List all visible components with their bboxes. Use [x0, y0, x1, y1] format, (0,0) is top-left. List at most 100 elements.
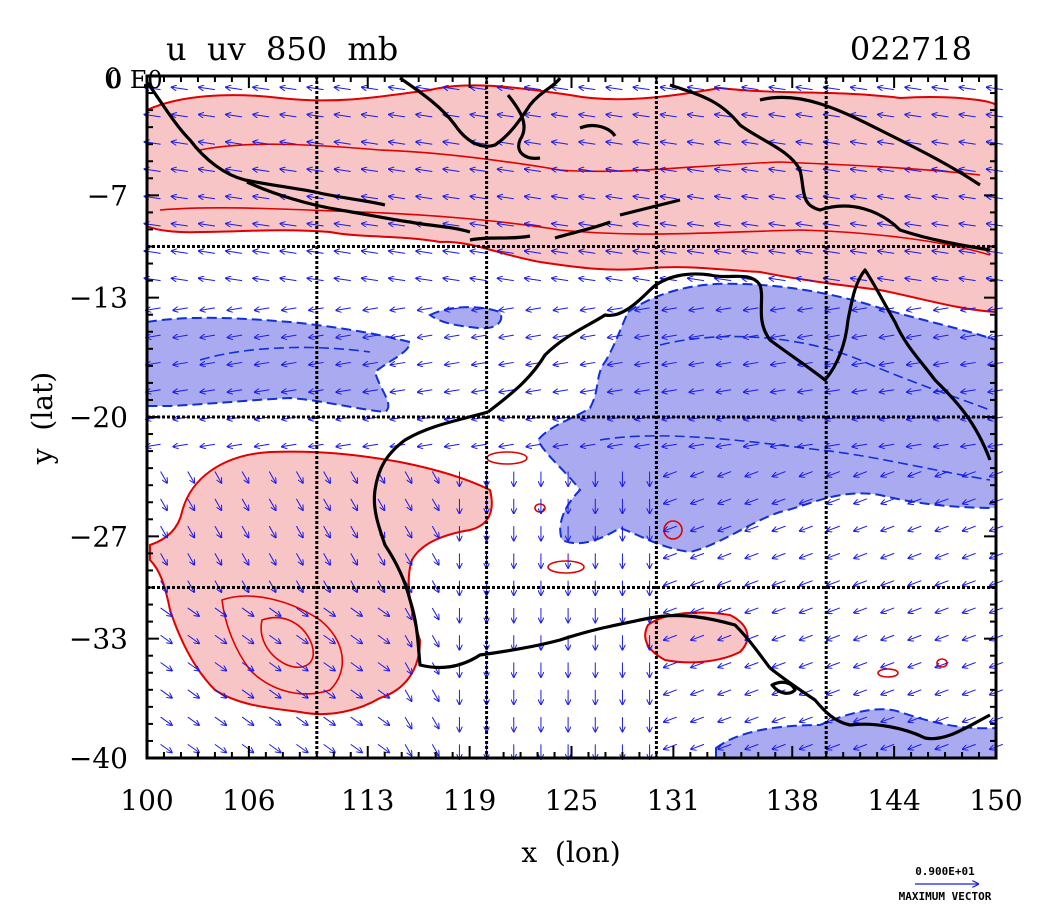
wind-vector	[745, 525, 759, 531]
wind-vector	[742, 251, 759, 253]
wind-vector	[688, 196, 705, 198]
wind-vector	[963, 662, 976, 668]
wind-vector	[744, 417, 759, 419]
wind-vector	[880, 417, 895, 419]
wind-vector	[187, 634, 199, 643]
wind-vector	[160, 743, 172, 752]
wind-vector	[146, 390, 161, 392]
wind-vector	[742, 87, 759, 89]
wind-vector	[718, 689, 732, 695]
wind-vector	[389, 251, 406, 253]
wind-vector	[797, 224, 813, 226]
wind-vector	[201, 390, 216, 392]
wind-vector	[268, 607, 280, 616]
wind-vector	[664, 471, 677, 477]
wind-vector	[773, 743, 786, 749]
wind-vector	[744, 444, 759, 446]
positive-small-blob-3	[547, 560, 585, 574]
wind-vector	[498, 169, 514, 171]
wind-vector	[323, 634, 335, 643]
wind-vector	[323, 689, 335, 698]
wind-vector	[800, 662, 813, 668]
wind-vector	[662, 335, 677, 337]
wind-vector	[377, 716, 389, 725]
wind-vector	[416, 196, 433, 198]
wind-vector	[389, 115, 406, 117]
wind-vector	[443, 142, 460, 144]
wind-vector	[690, 444, 705, 446]
wind-vector	[688, 278, 705, 280]
wind-vector	[431, 607, 438, 619]
wind-vector	[773, 552, 786, 558]
wind-vector	[187, 689, 199, 698]
wind-vector	[431, 525, 438, 537]
wind-vector	[745, 580, 759, 586]
wind-vector	[579, 196, 596, 198]
wind-vector	[718, 471, 732, 477]
wind-vector	[295, 471, 302, 483]
wind-vector	[418, 390, 433, 392]
wind-vector	[404, 716, 411, 728]
wind-vector	[554, 390, 569, 392]
wind-vector	[661, 169, 677, 171]
wind-vector	[797, 278, 813, 280]
coastline-australia-southeast	[769, 666, 991, 741]
wind-vector	[389, 196, 406, 198]
wind-vector	[418, 335, 433, 337]
wind-vector	[296, 743, 307, 752]
wind-vector	[268, 689, 280, 698]
wind-vector	[280, 224, 297, 226]
wind-vector	[934, 308, 949, 310]
wind-vector	[854, 716, 868, 722]
wind-vector	[606, 196, 623, 198]
wind-vector	[773, 580, 786, 586]
wind-vector	[308, 278, 324, 280]
wind-vector	[662, 390, 677, 392]
wind-vector	[827, 634, 840, 640]
wind-vector	[800, 471, 813, 477]
wind-vector	[253, 278, 270, 280]
wind-vector	[214, 471, 221, 483]
wind-vector	[800, 498, 813, 504]
wind-vector	[172, 251, 188, 253]
wind-vector	[963, 552, 976, 558]
wind-vector	[691, 471, 705, 477]
wind-vector	[608, 390, 623, 392]
wind-vector	[404, 471, 411, 483]
wind-vector	[201, 335, 216, 337]
wind-vector	[745, 471, 759, 477]
wind-vector	[934, 444, 949, 446]
wind-vector	[226, 87, 243, 89]
wind-vector	[691, 662, 705, 668]
wind-vector	[715, 87, 732, 89]
wind-vector	[851, 115, 868, 117]
wind-vector	[936, 662, 949, 668]
positive-small-blob-6	[534, 503, 546, 513]
coastlines	[147, 76, 992, 741]
wind-vector	[854, 689, 868, 695]
wind-vector	[715, 224, 732, 226]
wind-vector	[268, 471, 275, 483]
wind-vector	[377, 498, 384, 510]
wind-vector	[691, 498, 705, 504]
wind-vector	[323, 498, 330, 510]
wind-vector	[606, 169, 623, 171]
wind-vector	[932, 251, 949, 253]
wind-vector	[391, 335, 406, 337]
wind-vector	[364, 390, 379, 392]
wind-vector	[199, 251, 215, 253]
wind-vector	[854, 662, 868, 668]
wind-vector	[253, 142, 270, 144]
wind-vector	[664, 689, 677, 695]
wind-vector	[744, 362, 759, 364]
wind-vector	[443, 278, 460, 280]
wind-vector	[391, 390, 406, 392]
wind-vector	[691, 634, 705, 640]
max-vector-value: 0.900E+01	[915, 865, 975, 878]
wind-vector	[691, 743, 705, 749]
wind-vector	[718, 743, 732, 749]
y-tick-labels: −7 −13 −20 −27 −33 −40 0	[69, 62, 128, 775]
wind-vector	[377, 634, 389, 643]
wind-vector	[445, 444, 460, 446]
